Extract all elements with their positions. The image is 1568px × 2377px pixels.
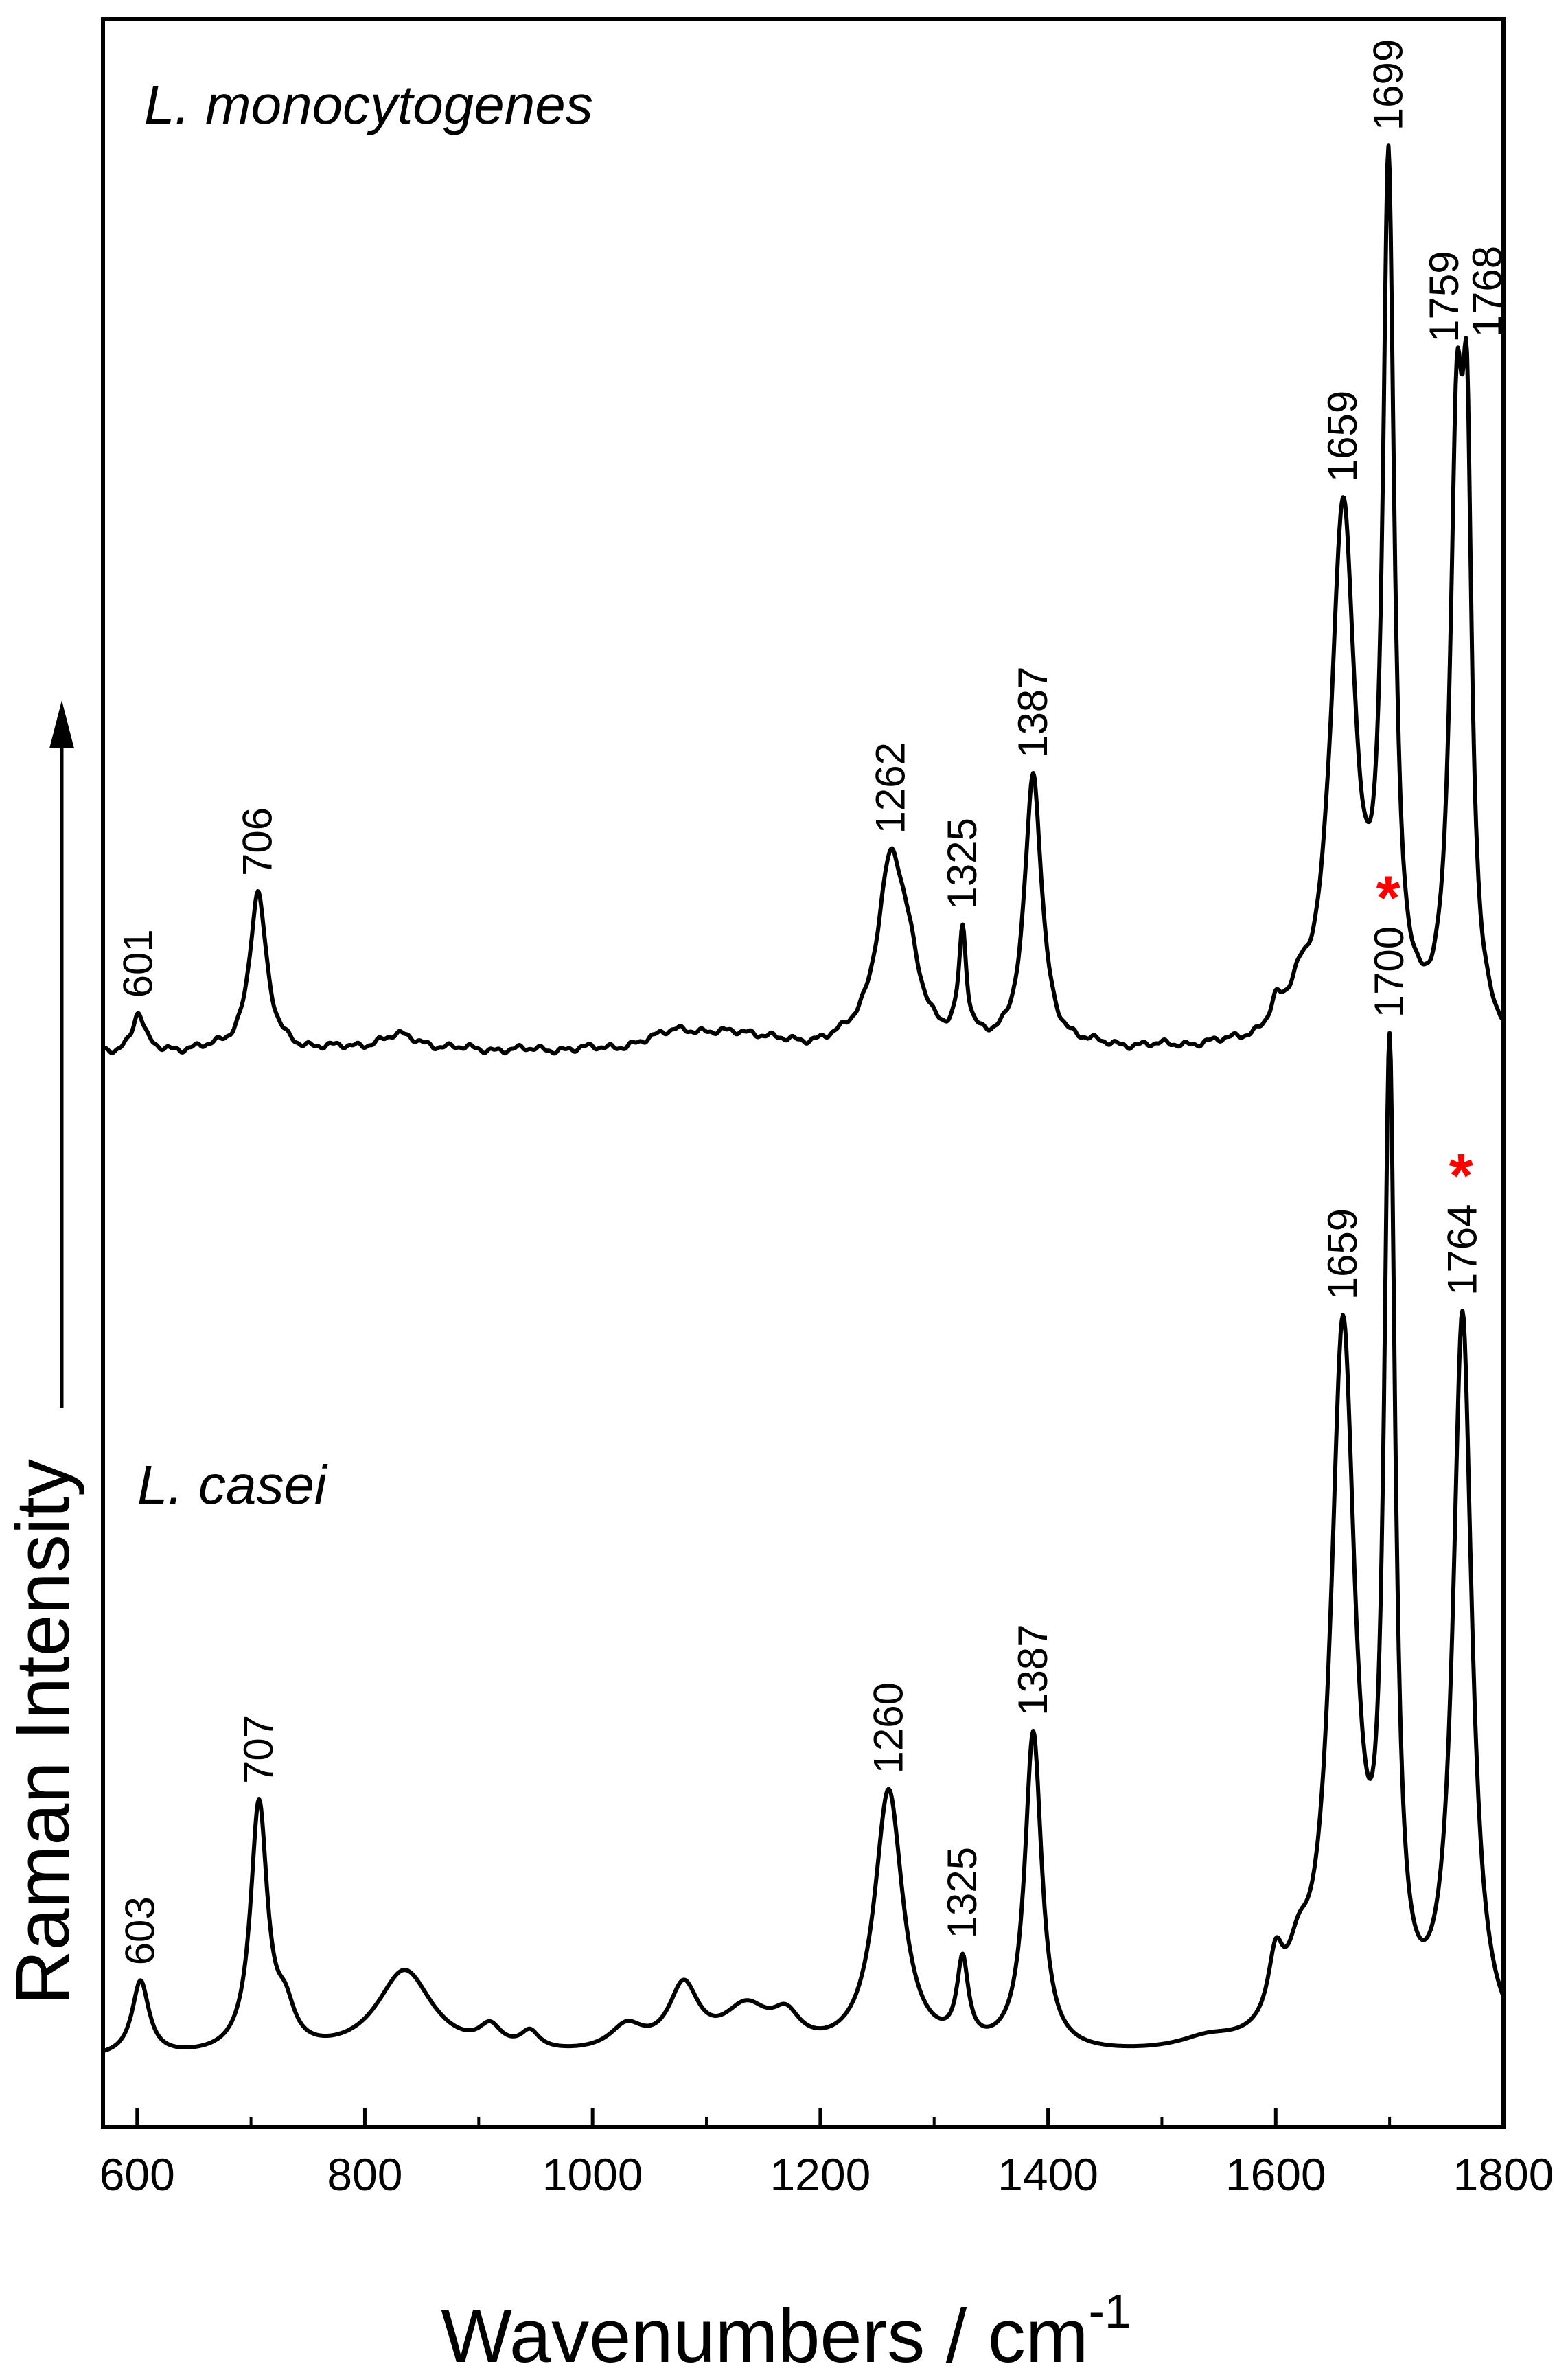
x-tick-label: 1800 bbox=[1453, 2149, 1554, 2200]
x-axis-tick-labels: 600 800 1000 1200 1400 1600 1800 bbox=[100, 2149, 1554, 2200]
peak-label: 1260 bbox=[865, 1682, 911, 1773]
spectrum-line-casei bbox=[102, 1031, 1506, 2054]
peak-label: 1768 bbox=[1464, 246, 1510, 337]
x-axis-label: Wavenumbers / cm-1 bbox=[441, 2284, 1131, 2377]
x-tick-label: 1600 bbox=[1225, 2149, 1326, 2200]
x-axis-label-text: Wavenumbers / cm bbox=[441, 2294, 1088, 2377]
x-axis-ticks bbox=[135, 2108, 1506, 2127]
x-tick-label: 1400 bbox=[998, 2149, 1098, 2200]
series-label-casei: L. casei bbox=[137, 1454, 328, 1515]
y-axis-arrow-head bbox=[49, 700, 74, 748]
peak-label: 1764 bbox=[1439, 1204, 1485, 1296]
y-axis-title: Raman Intensity bbox=[1, 700, 85, 2005]
spectra-lines bbox=[102, 143, 1506, 2054]
peak-label: 1325 bbox=[939, 818, 985, 909]
plot-frame bbox=[101, 17, 1506, 2129]
peak-label: 706 bbox=[235, 807, 281, 876]
peak-label: 1699 bbox=[1365, 39, 1411, 130]
peak-label: 1700 bbox=[1366, 926, 1412, 1018]
spectrum-line-monocytogenes bbox=[102, 143, 1505, 1056]
peak-label: 601 bbox=[115, 929, 161, 998]
peak-label: 1659 bbox=[1319, 1208, 1365, 1300]
peak-label: 1759 bbox=[1421, 251, 1467, 342]
peak-label: 1387 bbox=[1010, 1624, 1056, 1715]
peak-label: 1387 bbox=[1010, 666, 1056, 757]
peak-label: 1262 bbox=[868, 742, 914, 834]
series-label-monocytogenes: L. monocytogenes bbox=[144, 74, 593, 135]
asterisk-annotation: * bbox=[1376, 864, 1400, 932]
x-tick-label: 800 bbox=[327, 2149, 402, 2200]
y-axis-label: Raman Intensity bbox=[1, 1459, 85, 2005]
peak-label: 603 bbox=[117, 1896, 163, 1965]
x-tick-label: 600 bbox=[100, 2149, 175, 2200]
x-tick-label: 1000 bbox=[542, 2149, 643, 2200]
peak-label: 707 bbox=[235, 1715, 281, 1784]
peak-label: 1325 bbox=[939, 1847, 985, 1938]
x-tick-label: 1200 bbox=[770, 2149, 871, 2200]
asterisk-annotation: * bbox=[1449, 1142, 1473, 1210]
peak-label: 1659 bbox=[1319, 391, 1365, 482]
x-axis-title: Wavenumbers / cm-1 bbox=[441, 2284, 1131, 2377]
x-axis-label-superscript: -1 bbox=[1089, 2284, 1131, 2338]
